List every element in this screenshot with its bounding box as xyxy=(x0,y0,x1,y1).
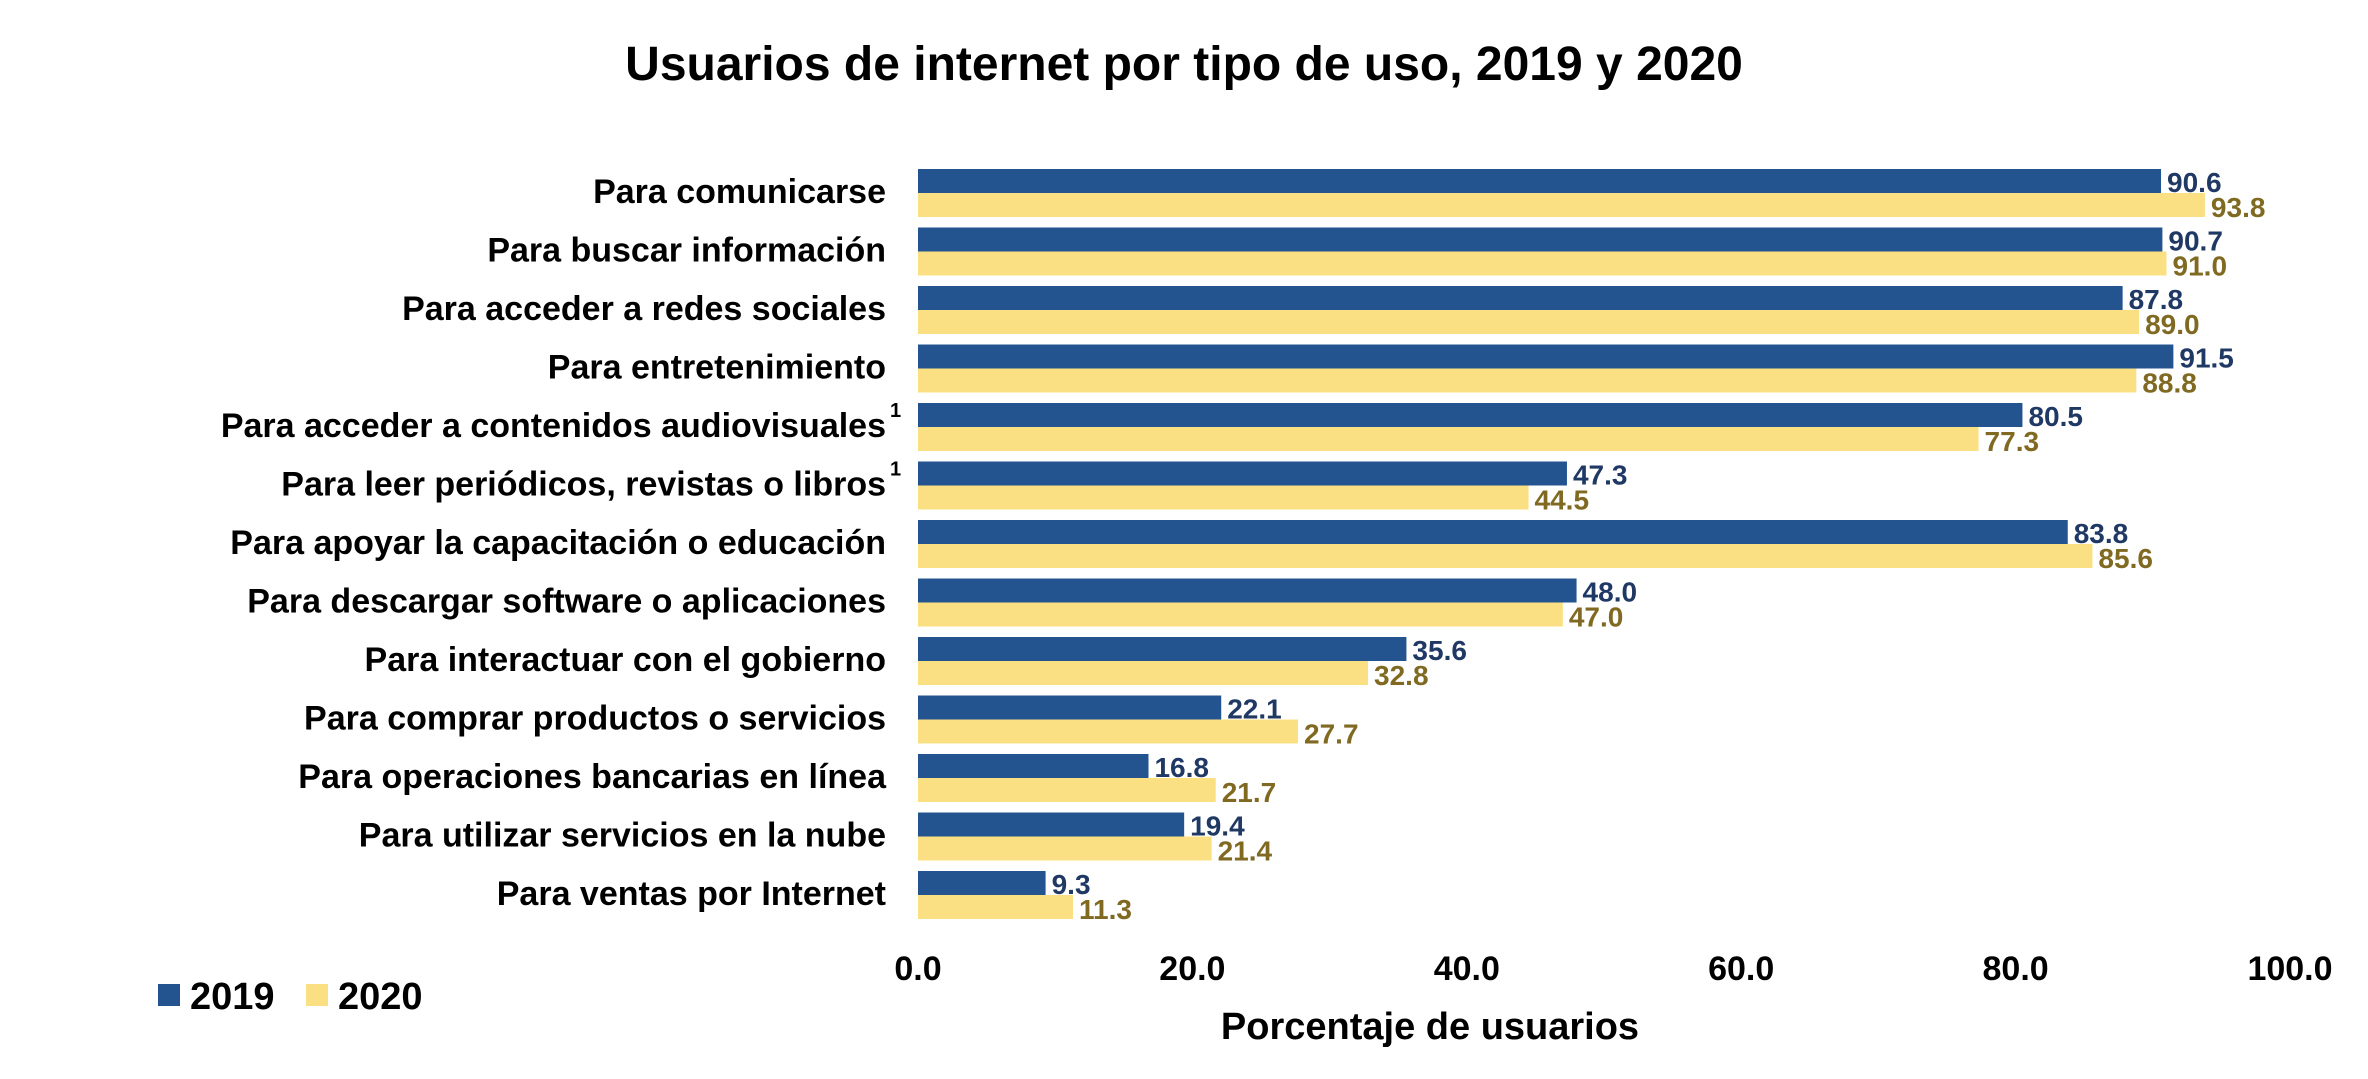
x-tick-label: 80.0 xyxy=(1983,950,2049,988)
legend-swatch xyxy=(158,984,180,1006)
legend-label: 2020 xyxy=(338,976,423,1018)
legend-item: 2020 xyxy=(306,976,423,1018)
bar-2020 xyxy=(918,895,1074,919)
legend: 2019 2020 xyxy=(158,976,423,1018)
data-label-2020: 21.4 xyxy=(1218,836,1273,867)
bar-2020 xyxy=(918,778,1216,802)
bar-2019 xyxy=(918,461,1567,486)
category-row: Para acceder a contenidos audiovisuales 1… xyxy=(221,400,2083,457)
data-label-2020: 91.0 xyxy=(2173,251,2228,282)
category-row: Para utilizar servicios en la nube 19.421… xyxy=(359,811,1273,867)
category-label: Para comprar productos o servicios xyxy=(304,700,886,738)
category-label: Para buscar información xyxy=(487,232,886,270)
data-label-2020: 27.7 xyxy=(1304,719,1359,750)
x-axis: 0.0 20.0 40.0 60.0 80.0 100.0 xyxy=(894,950,2332,988)
bar-2019 xyxy=(918,169,2162,193)
x-tick-label: 0.0 xyxy=(894,950,941,988)
category-row: Para comunicarse 90.693.8 xyxy=(593,167,2265,223)
category-label: Para entretenimiento xyxy=(548,349,886,387)
category-row: Para leer periódicos, revistas o libros 1… xyxy=(281,459,1627,516)
data-label-2019: 91.5 xyxy=(2179,343,2234,374)
bar-2020 xyxy=(918,836,1212,861)
bar-2020 xyxy=(918,485,1529,510)
data-label-2019: 19.4 xyxy=(1190,811,1245,842)
bar-2019 xyxy=(918,637,1407,661)
data-label-2019: 48.0 xyxy=(1583,577,1638,608)
bar-2019 xyxy=(918,403,2023,427)
legend-label: 2019 xyxy=(190,976,275,1018)
bar-2020 xyxy=(918,368,2137,393)
bar-2020 xyxy=(918,719,1299,744)
footnote-marker: 1 xyxy=(890,459,901,481)
category-row: Para comprar productos o servicios 22.1 27… xyxy=(304,694,1359,750)
bar-2020 xyxy=(918,661,1369,685)
data-label-2019: 22.1 xyxy=(1227,694,1282,725)
x-tick-label: 20.0 xyxy=(1159,950,1225,988)
bar-2019 xyxy=(918,695,1222,720)
category-row: Para descargar software o aplicaciones 48… xyxy=(247,577,1637,633)
bar-2020 xyxy=(918,193,2205,217)
bar-2020 xyxy=(918,544,2093,568)
data-label-2020: 47.0 xyxy=(1569,602,1624,633)
category-label: Para interactuar con el gobierno xyxy=(365,641,886,679)
x-tick-label: 40.0 xyxy=(1434,950,1500,988)
bar-2020 xyxy=(918,310,2140,334)
category-label: Para comunicarse xyxy=(593,173,886,211)
bar-2019 xyxy=(918,520,2068,544)
data-label-2019: 90.6 xyxy=(2167,167,2222,198)
category-row: Para acceder a redes sociales 87.889.0 xyxy=(402,284,2199,340)
footnote-marker: 1 xyxy=(890,400,901,422)
category-label: Para acceder a redes sociales xyxy=(402,290,886,328)
data-label-2020: 44.5 xyxy=(1535,485,1590,516)
category-label: Para acceder a contenidos audiovisuales xyxy=(221,407,886,445)
data-label-2020: 32.8 xyxy=(1374,660,1429,691)
bar-2019 xyxy=(918,227,2163,252)
data-label-2019: 35.6 xyxy=(1412,635,1467,666)
category-label: Para apoyar la capacitación o educación xyxy=(230,524,886,562)
x-axis-title: Porcentaje de usuarios xyxy=(1221,1006,1639,1048)
legend-item: 2019 xyxy=(158,976,275,1018)
bar-2019 xyxy=(918,344,2174,369)
data-label-2020: 11.3 xyxy=(1079,894,1132,925)
category-row: Para apoyar la capacitación o educación 8… xyxy=(230,518,2153,574)
category-label: Para ventas por Internet xyxy=(497,875,886,913)
data-label-2019: 90.7 xyxy=(2168,226,2223,257)
x-tick-label: 60.0 xyxy=(1708,950,1774,988)
category-row: Para entretenimiento 91.588.8 xyxy=(548,343,2234,399)
category-label: Para leer periódicos, revistas o libros xyxy=(281,466,886,504)
data-label-2020: 21.7 xyxy=(1222,777,1277,808)
category-label: Para operaciones bancarias en línea xyxy=(298,758,887,796)
data-label-2019: 16.8 xyxy=(1154,752,1209,783)
category-label: Para utilizar servicios en la nube xyxy=(359,817,886,855)
bar-2020 xyxy=(918,602,1563,627)
bar-2020 xyxy=(918,251,2167,276)
bar-2019 xyxy=(918,286,2123,310)
category-label: Para descargar software o aplicaciones xyxy=(247,583,886,621)
data-label-2020: 93.8 xyxy=(2211,192,2266,223)
data-label-2020: 77.3 xyxy=(1985,426,2040,457)
data-label-2020: 88.8 xyxy=(2142,368,2197,399)
data-label-2020: 85.6 xyxy=(2098,543,2153,574)
data-label-2019: 83.8 xyxy=(2074,518,2129,549)
category-row: Para operaciones bancarias en línea 16.8 2… xyxy=(298,752,1276,808)
bar-2019 xyxy=(918,578,1577,603)
bar-2020 xyxy=(918,427,1979,451)
category-row: Para ventas por Internet 9.311.3 xyxy=(497,869,1132,925)
bar-2019 xyxy=(918,754,1149,778)
x-tick-label: 100.0 xyxy=(2247,950,2332,988)
data-label-2020: 89.0 xyxy=(2145,309,2200,340)
category-row: Para buscar información 90.791.0 xyxy=(487,226,2227,282)
legend-swatch xyxy=(306,984,328,1006)
data-label-2019: 87.8 xyxy=(2129,284,2184,315)
chart-title: Usuarios de internet por tipo de uso, 20… xyxy=(625,38,1743,91)
data-label-2019: 9.3 xyxy=(1052,869,1091,900)
category-row: Para interactuar con el gobierno 35.632.8 xyxy=(365,635,1467,691)
data-label-2019: 80.5 xyxy=(2028,401,2083,432)
bar-2019 xyxy=(918,812,1185,837)
bar-2019 xyxy=(918,871,1046,895)
data-label-2019: 47.3 xyxy=(1573,460,1628,491)
